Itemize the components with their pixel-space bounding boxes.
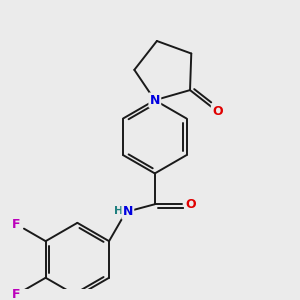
Text: F: F xyxy=(12,288,21,300)
Text: N: N xyxy=(123,206,133,218)
Text: N: N xyxy=(150,94,160,107)
Text: F: F xyxy=(12,218,21,231)
Text: O: O xyxy=(185,198,196,211)
Text: H: H xyxy=(114,206,123,216)
Text: O: O xyxy=(212,105,223,118)
